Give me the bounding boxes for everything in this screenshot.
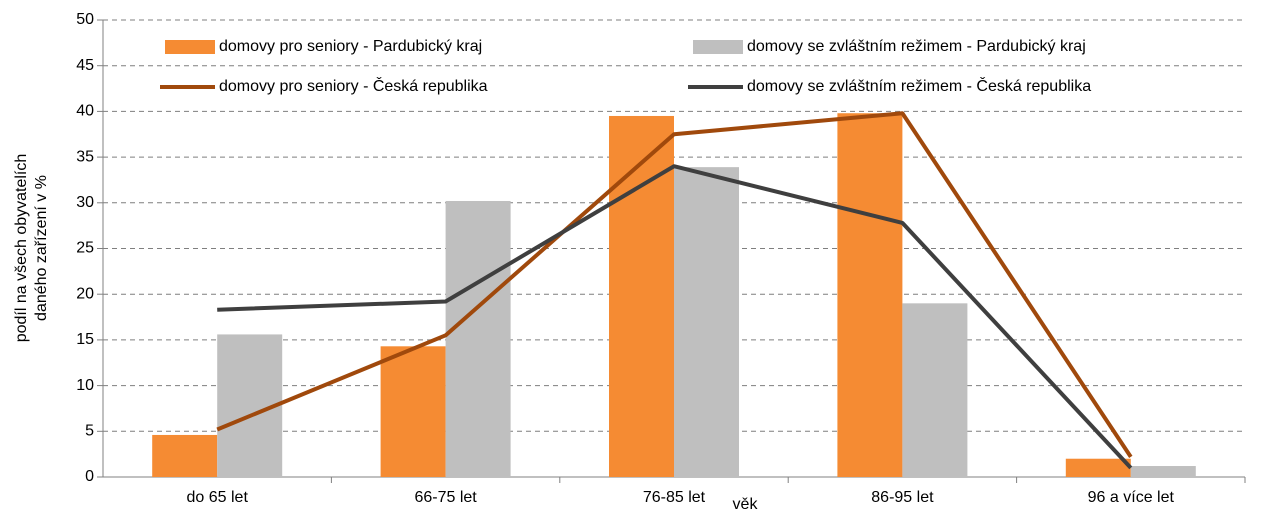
bar <box>380 346 446 477</box>
y-axis-label: podíl na všech obyvatelích daného zaříze… <box>13 154 50 343</box>
y-axis-label-line: daného zařízení v % <box>33 175 50 321</box>
legend-label: domovy pro seniory - Česká republika <box>219 76 488 95</box>
y-tick-label: 10 <box>76 377 94 394</box>
x-tick-label: 96 a více let <box>1088 489 1175 506</box>
y-axis-label-line: podíl na všech obyvatelích <box>13 154 30 343</box>
bar <box>674 167 739 478</box>
bar <box>1065 458 1131 477</box>
legend-swatch <box>165 40 215 54</box>
y-tick-label: 15 <box>76 331 94 348</box>
legend-swatch <box>693 40 743 54</box>
bar <box>445 200 511 478</box>
x-axis-label: věk <box>733 496 759 513</box>
line <box>217 164 1133 470</box>
line <box>216 111 1133 458</box>
bar <box>152 434 218 477</box>
bar <box>609 115 674 477</box>
x-tick-label: 66-75 let <box>414 489 477 506</box>
y-tick-label: 50 <box>76 11 94 28</box>
y-tick-label: 30 <box>76 194 94 211</box>
bar <box>1130 466 1196 477</box>
y-tick-label: 45 <box>76 57 94 74</box>
x-tick-label: do 65 let <box>187 489 249 506</box>
x-tick-label: 76-85 let <box>643 489 706 506</box>
y-tick-label: 40 <box>76 103 94 120</box>
y-tick-label: 35 <box>76 148 94 165</box>
bar <box>902 303 968 477</box>
y-tick-label: 20 <box>76 285 94 302</box>
y-tick-label: 25 <box>76 240 94 257</box>
y-tick-label: 0 <box>85 468 94 485</box>
y-tick-label: 5 <box>85 423 94 440</box>
legend-label: domovy pro seniory - Pardubický kraj <box>219 38 482 55</box>
bar <box>837 113 903 477</box>
legend-label: domovy se zvláštním režimem - Česká repu… <box>747 76 1091 95</box>
legend-label: domovy se zvláštním režimem - Pardubický… <box>747 38 1086 55</box>
x-tick-label: 86-95 let <box>871 489 934 506</box>
